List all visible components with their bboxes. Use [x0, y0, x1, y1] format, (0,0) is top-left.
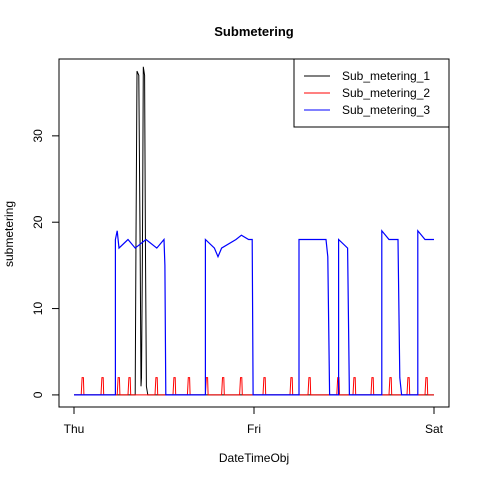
legend: Sub_metering_1 Sub_metering_2 Sub_metering…	[293, 58, 450, 128]
chart-title: Submetering	[214, 24, 294, 39]
y-axis: 0 10 20 30	[31, 129, 59, 398]
series-line-3	[74, 229, 434, 396]
x-tick-label: Thu	[64, 422, 85, 436]
x-axis: Thu Fri Sat	[64, 407, 444, 436]
y-tick-label: 0	[31, 391, 45, 398]
legend-entry: Sub_metering_3	[342, 103, 430, 117]
legend-entry: Sub_metering_2	[342, 86, 430, 100]
y-axis-label: submetering	[2, 201, 16, 267]
y-tick-label: 20	[31, 215, 45, 229]
x-tick-label: Fri	[247, 422, 261, 436]
x-axis-label: DateTimeObj	[219, 451, 289, 465]
legend-entry: Sub_metering_1	[342, 69, 430, 83]
x-tick-label: Sat	[425, 422, 444, 436]
y-tick-label: 30	[31, 129, 45, 143]
plot-area	[74, 66, 434, 396]
y-tick-label: 10	[31, 302, 45, 316]
series-line-1	[74, 66, 434, 396]
